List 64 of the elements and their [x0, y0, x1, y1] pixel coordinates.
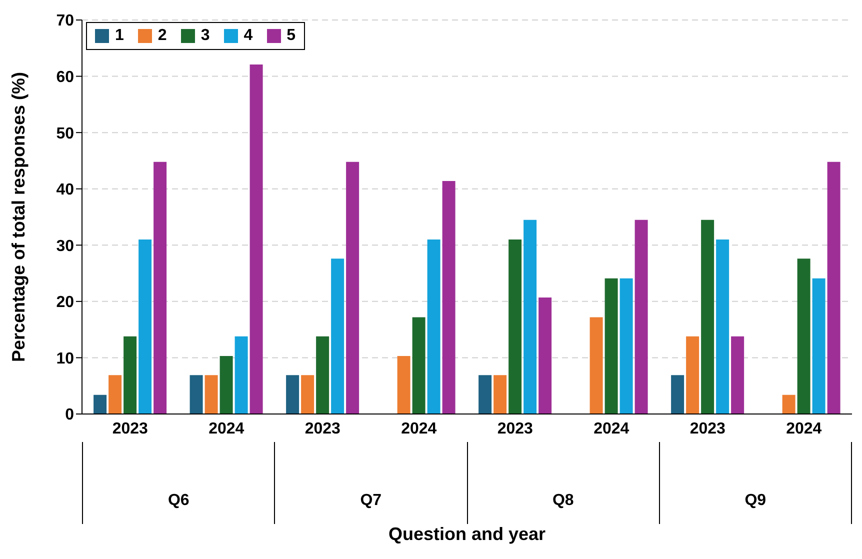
bar: [301, 375, 314, 414]
legend-label: 3: [200, 27, 210, 45]
text: Q6: [82, 442, 274, 524]
legend-label: 1: [114, 27, 124, 45]
bar: [220, 356, 233, 414]
bar: [286, 375, 300, 414]
text: Q8: [466, 442, 659, 524]
bar: [716, 240, 730, 414]
bar: [508, 240, 522, 414]
x-tick-label: 2024: [594, 420, 630, 438]
bar: [138, 240, 152, 414]
bar: [538, 297, 552, 414]
legend-label: 2: [156, 27, 167, 45]
x-tick-label: 2024: [208, 420, 244, 438]
bar: [701, 220, 714, 414]
bar: [782, 394, 796, 414]
y-tick-label: 40: [56, 182, 74, 199]
bar: [397, 356, 410, 414]
bar: [812, 278, 826, 414]
bar: [634, 220, 648, 414]
y-tick-label: 0: [65, 406, 74, 424]
bar: [234, 336, 248, 414]
bar: [827, 162, 840, 414]
x-tick-label: 2023: [690, 420, 726, 438]
bar: [442, 180, 456, 414]
x-tick-label: 2023: [112, 420, 148, 438]
y-tick-label: 20: [56, 294, 74, 312]
x-tick-label: 2023: [497, 420, 534, 438]
x-axis-title: Question and year: [387, 524, 547, 545]
y-tick-label: 30: [56, 238, 74, 255]
bar: [494, 375, 507, 414]
bar: [331, 258, 344, 414]
bar: [686, 336, 700, 414]
bar: [154, 162, 167, 414]
bar: [204, 375, 218, 414]
bar: [108, 375, 122, 414]
y-tick-label: 60: [56, 68, 74, 86]
y-tick-label: 70: [56, 12, 74, 30]
text: Q7: [274, 442, 466, 524]
bar: [478, 375, 492, 414]
x-tick-label: 2024: [401, 420, 437, 438]
legend-label: 4: [242, 27, 253, 45]
bar: [524, 220, 537, 414]
y-tick-label: 10: [56, 350, 74, 368]
bar: [590, 317, 603, 414]
bar: [604, 278, 618, 414]
bar: [427, 240, 440, 414]
bar: [124, 336, 137, 414]
bar: [412, 317, 426, 414]
x-tick-label: 2023: [304, 420, 341, 438]
text: Q9: [658, 442, 852, 524]
bar: [94, 394, 107, 414]
bar: [731, 336, 744, 414]
y-tick-label: 50: [56, 125, 74, 142]
y-axis-title: Percentage of total responses (%): [8, 72, 28, 362]
x-tick-label: 2024: [786, 420, 822, 438]
bar: [316, 336, 330, 414]
bar: [190, 375, 203, 414]
bar: [346, 162, 360, 414]
legend-label: 5: [286, 27, 296, 45]
bar: [671, 375, 684, 414]
bar: [620, 278, 633, 414]
bar: [250, 64, 263, 414]
bar: [797, 258, 810, 414]
